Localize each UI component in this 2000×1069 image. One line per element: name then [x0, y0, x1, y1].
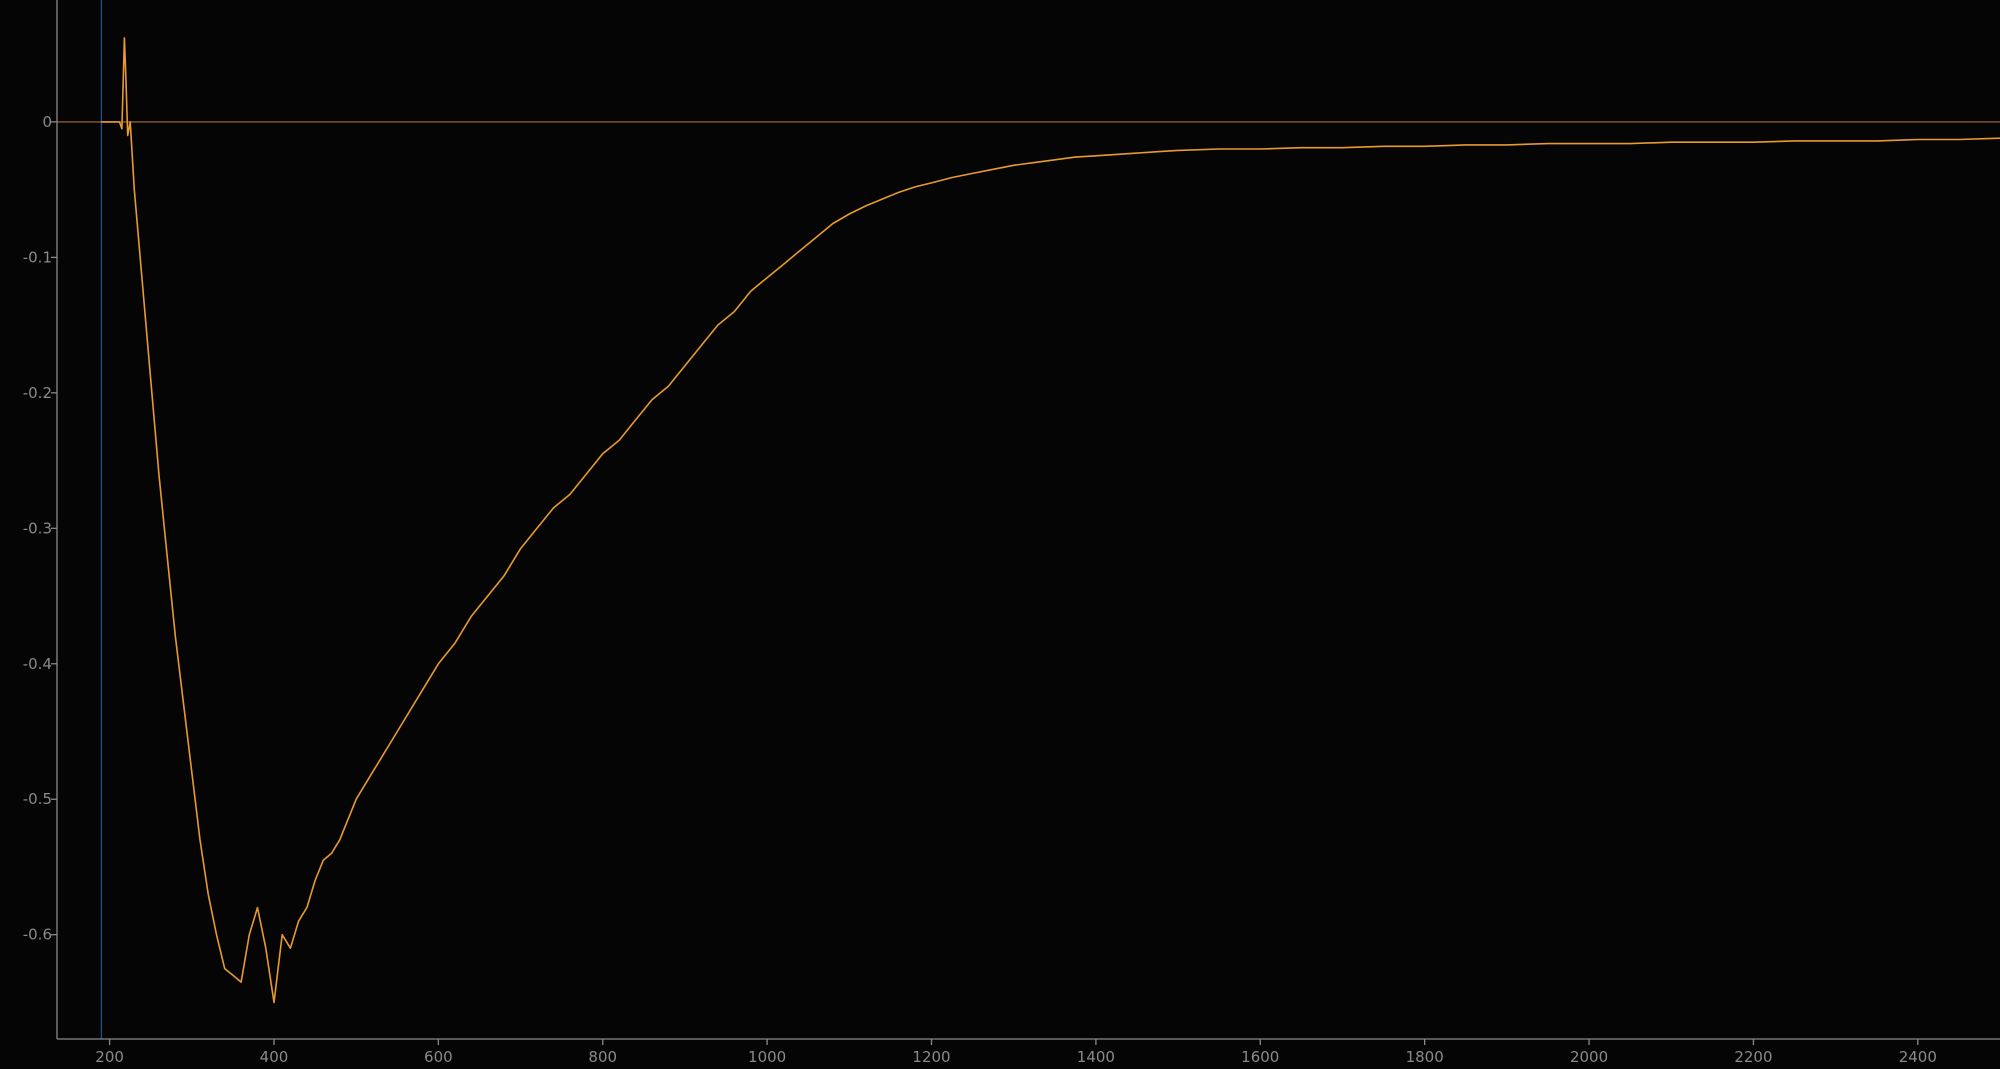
x-tick-label: 1000 [748, 1048, 786, 1066]
x-tick-label: 200 [95, 1048, 124, 1066]
series-layer [100, 37, 2000, 1004]
x-axis-ticks: 200 400 600 800 1000 1200 1400 1600 1800 2000 2200… [95, 1039, 1937, 1066]
x-tick-label: 2400 [1899, 1048, 1937, 1066]
y-tick-label: -0.3 [23, 519, 52, 537]
y-axis-ticks: 0 -0.1 -0.2 -0.3 -0.4 -0.5 -0.6 [23, 113, 57, 944]
x-tick-label: 2000 [1570, 1048, 1608, 1066]
y-tick-label: -0.6 [23, 926, 52, 944]
reference-lines [57, 0, 2000, 1039]
y-tick-label: -0.2 [23, 384, 52, 402]
y-tick-label: -0.1 [23, 248, 52, 266]
axes [56, 0, 2000, 1040]
x-tick-label: 1200 [912, 1048, 950, 1066]
series-line [100, 37, 2000, 1004]
x-tick-label: 1600 [1241, 1048, 1279, 1066]
x-tick-label: 2200 [1734, 1048, 1772, 1066]
x-tick-label: 1800 [1406, 1048, 1444, 1066]
x-tick-label: 800 [588, 1048, 617, 1066]
y-tick-label: -0.4 [23, 655, 52, 673]
x-tick-label: 1400 [1077, 1048, 1115, 1066]
y-tick-label: 0 [42, 113, 52, 131]
x-tick-label: 600 [424, 1048, 453, 1066]
y-tick-label: -0.5 [23, 790, 52, 808]
x-tick-label: 400 [260, 1048, 289, 1066]
